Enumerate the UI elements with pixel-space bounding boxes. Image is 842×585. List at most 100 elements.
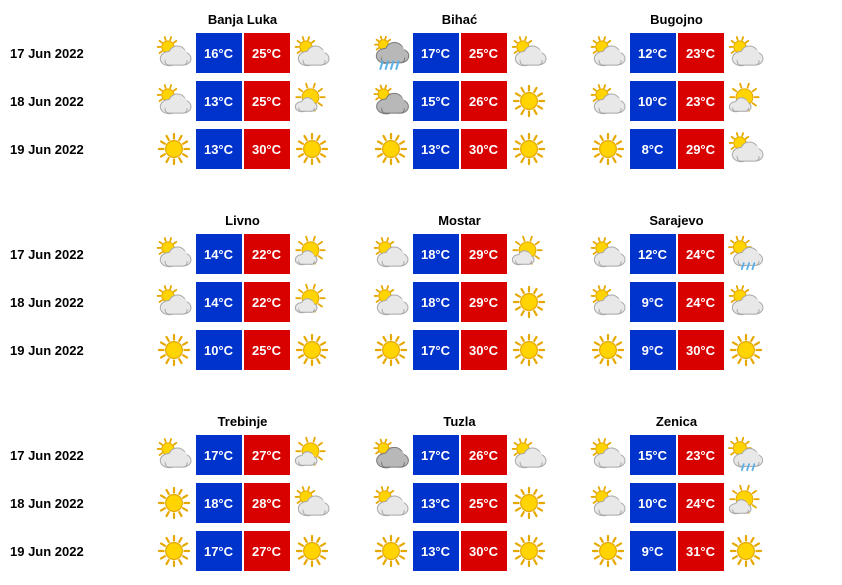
forecast-cell: 13°C 30°C <box>357 527 562 575</box>
partly-icon <box>153 435 195 475</box>
temp-min: 12°C <box>630 33 676 73</box>
partly-icon <box>587 81 629 121</box>
forecast-cell: 17°C 27°C <box>140 431 345 479</box>
sun-icon <box>153 531 195 571</box>
temp-max: 26°C <box>461 435 507 475</box>
date-label: 18 Jun 2022 <box>10 77 140 125</box>
city-header: Sarajevo <box>574 211 779 230</box>
sun-icon <box>508 531 550 571</box>
partly-icon <box>508 33 550 73</box>
city-header: Bihać <box>357 10 562 29</box>
forecast-cell: 17°C 26°C <box>357 431 562 479</box>
cloudy_sun_behind-icon <box>370 435 412 475</box>
temp-min: 14°C <box>196 282 242 322</box>
city-header: Bugojno <box>574 10 779 29</box>
partly-icon <box>725 129 767 169</box>
forecast-cell: 18°C 29°C <box>357 230 562 278</box>
sun-icon <box>587 531 629 571</box>
forecast-row: 17 Jun 2022 16°C 25°C <box>10 29 779 77</box>
temp-max: 28°C <box>244 483 290 523</box>
date-label: 18 Jun 2022 <box>10 278 140 326</box>
forecast-cell: 18°C 29°C <box>357 278 562 326</box>
forecast-block: Banja Luka Bihać Bugojno17 Jun 2022 16°C 2… <box>10 10 779 173</box>
forecast-row: 19 Jun 2022 13°C 30°C 13°C 30°C <box>10 125 779 173</box>
temp-max: 24°C <box>678 282 724 322</box>
forecast-cell: 17°C 30°C <box>357 326 562 374</box>
forecast-row: 19 Jun 2022 17°C 27°C 13°C 30°C <box>10 527 779 575</box>
sun-icon <box>508 483 550 523</box>
temp-min: 10°C <box>630 483 676 523</box>
partly-icon <box>725 33 767 73</box>
temp-max: 27°C <box>244 435 290 475</box>
forecast-row: 18 Jun 2022 14°C 22°C <box>10 278 779 326</box>
mostly_sunny-icon <box>291 282 333 322</box>
sun-icon <box>725 531 767 571</box>
sun-icon <box>587 330 629 370</box>
sun-icon <box>508 81 550 121</box>
mostly_sunny-icon <box>725 81 767 121</box>
forecast-cell: 14°C 22°C <box>140 278 345 326</box>
temp-min: 13°C <box>196 81 242 121</box>
forecast-cell: 10°C 24°C <box>574 479 779 527</box>
temp-max: 30°C <box>461 531 507 571</box>
forecast-cell: 9°C 30°C <box>574 326 779 374</box>
partly-icon <box>291 33 333 73</box>
partly-icon <box>291 483 333 523</box>
mostly_sunny-icon <box>508 234 550 274</box>
partly-icon <box>587 483 629 523</box>
temp-min: 15°C <box>413 81 459 121</box>
temp-max: 25°C <box>461 483 507 523</box>
partly-icon <box>370 234 412 274</box>
sun-icon <box>153 330 195 370</box>
forecast-cell: 10°C 25°C <box>140 326 345 374</box>
forecast-cell: 17°C 27°C <box>140 527 345 575</box>
temp-max: 30°C <box>678 330 724 370</box>
date-label: 19 Jun 2022 <box>10 527 140 575</box>
temp-max: 30°C <box>461 330 507 370</box>
date-label: 17 Jun 2022 <box>10 230 140 278</box>
temp-max: 31°C <box>678 531 724 571</box>
forecast-row: 17 Jun 2022 17°C 27°C <box>10 431 779 479</box>
forecast-cell: 15°C 26°C <box>357 77 562 125</box>
forecast-cell: 17°C 25°C <box>357 29 562 77</box>
partly_rain-icon <box>725 234 767 274</box>
temp-min: 13°C <box>413 531 459 571</box>
temp-max: 22°C <box>244 234 290 274</box>
temp-min: 15°C <box>630 435 676 475</box>
temp-max: 25°C <box>244 33 290 73</box>
city-header: Trebinje <box>140 412 345 431</box>
partly-icon <box>587 33 629 73</box>
temp-max: 24°C <box>678 234 724 274</box>
mostly_sunny-icon <box>291 81 333 121</box>
temp-min: 14°C <box>196 234 242 274</box>
date-label: 18 Jun 2022 <box>10 479 140 527</box>
partly-icon <box>587 282 629 322</box>
temp-max: 25°C <box>244 330 290 370</box>
temp-min: 9°C <box>630 282 676 322</box>
rain-icon <box>370 33 412 73</box>
cloudy_sun_behind-icon <box>370 81 412 121</box>
temp-min: 17°C <box>196 435 242 475</box>
partly-icon <box>725 282 767 322</box>
temp-min: 9°C <box>630 531 676 571</box>
city-header: Banja Luka <box>140 10 345 29</box>
city-header: Mostar <box>357 211 562 230</box>
sun-icon <box>725 330 767 370</box>
forecast-cell: 13°C 30°C <box>140 125 345 173</box>
partly-icon <box>508 435 550 475</box>
date-label: 19 Jun 2022 <box>10 326 140 374</box>
forecast-cell: 13°C 25°C <box>140 77 345 125</box>
temp-max: 24°C <box>678 483 724 523</box>
temp-min: 18°C <box>413 234 459 274</box>
partly-icon <box>153 282 195 322</box>
temp-max: 29°C <box>461 234 507 274</box>
temp-max: 30°C <box>461 129 507 169</box>
forecast-row: 17 Jun 2022 14°C 22°C <box>10 230 779 278</box>
forecast-cell: 13°C 25°C <box>357 479 562 527</box>
temp-min: 17°C <box>413 33 459 73</box>
temp-min: 13°C <box>413 129 459 169</box>
temp-max: 27°C <box>244 531 290 571</box>
partly-icon <box>587 435 629 475</box>
temp-max: 23°C <box>678 33 724 73</box>
temp-min: 18°C <box>196 483 242 523</box>
